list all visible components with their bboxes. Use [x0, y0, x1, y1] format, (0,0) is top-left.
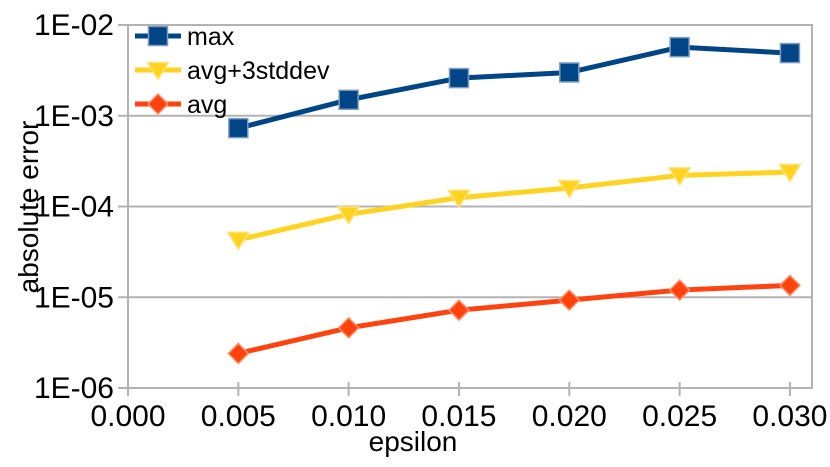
x-tick-label: 0.025	[642, 400, 717, 433]
x-axis-title: epsilon	[369, 426, 458, 457]
x-tick-label: 0.020	[532, 400, 607, 433]
x-tick-label: 0.010	[311, 400, 386, 433]
series-max-line	[235, 44, 793, 131]
y-axis-title: absolute error	[13, 121, 44, 294]
data-point-marker	[779, 42, 801, 64]
data-point-marker	[778, 274, 801, 297]
legend-triangle-down-icon	[146, 61, 170, 81]
x-tick-label: 0.015	[421, 400, 496, 433]
data-point-marker	[669, 36, 690, 58]
legend-label: avg	[187, 91, 227, 119]
legend-label: avg+3stddev	[187, 57, 330, 85]
data-point-marker	[447, 299, 471, 322]
data-point-marker	[228, 117, 249, 139]
x-tick-label: 0.030	[752, 400, 827, 433]
series-avg+3stddev-line	[235, 169, 793, 243]
y-tick-label: 1E-05	[34, 281, 114, 314]
data-point-marker	[447, 189, 471, 209]
series-avg-line	[235, 282, 793, 356]
data-point-marker	[227, 342, 250, 365]
legend-label: max	[187, 23, 235, 51]
y-tick-label: 1E-02	[34, 9, 114, 42]
y-tick-label: 1E-04	[34, 191, 114, 224]
data-point-marker	[558, 289, 581, 312]
data-point-marker	[557, 179, 582, 199]
data-point-marker	[337, 316, 360, 339]
legend-square-icon	[147, 25, 169, 47]
data-point-marker	[448, 67, 470, 89]
data-point-marker	[226, 231, 251, 251]
x-tick-label: 0.000	[90, 400, 165, 433]
y-tick-label: 1E-06	[34, 372, 114, 405]
y-tick-label: 1E-03	[34, 100, 114, 133]
plot-content: 1E-02 1E-03 1E-04 1E-05 1E-060.000 0.005 0.010…	[34, 9, 828, 433]
legend-diamond-icon	[146, 92, 170, 116]
data-point-marker	[668, 279, 691, 302]
data-point-marker	[778, 163, 802, 183]
data-point-marker	[338, 89, 359, 111]
data-point-marker	[667, 167, 692, 187]
data-point-marker	[559, 62, 580, 83]
x-tick-label: 0.005	[201, 400, 276, 433]
data-point-marker	[336, 206, 361, 226]
